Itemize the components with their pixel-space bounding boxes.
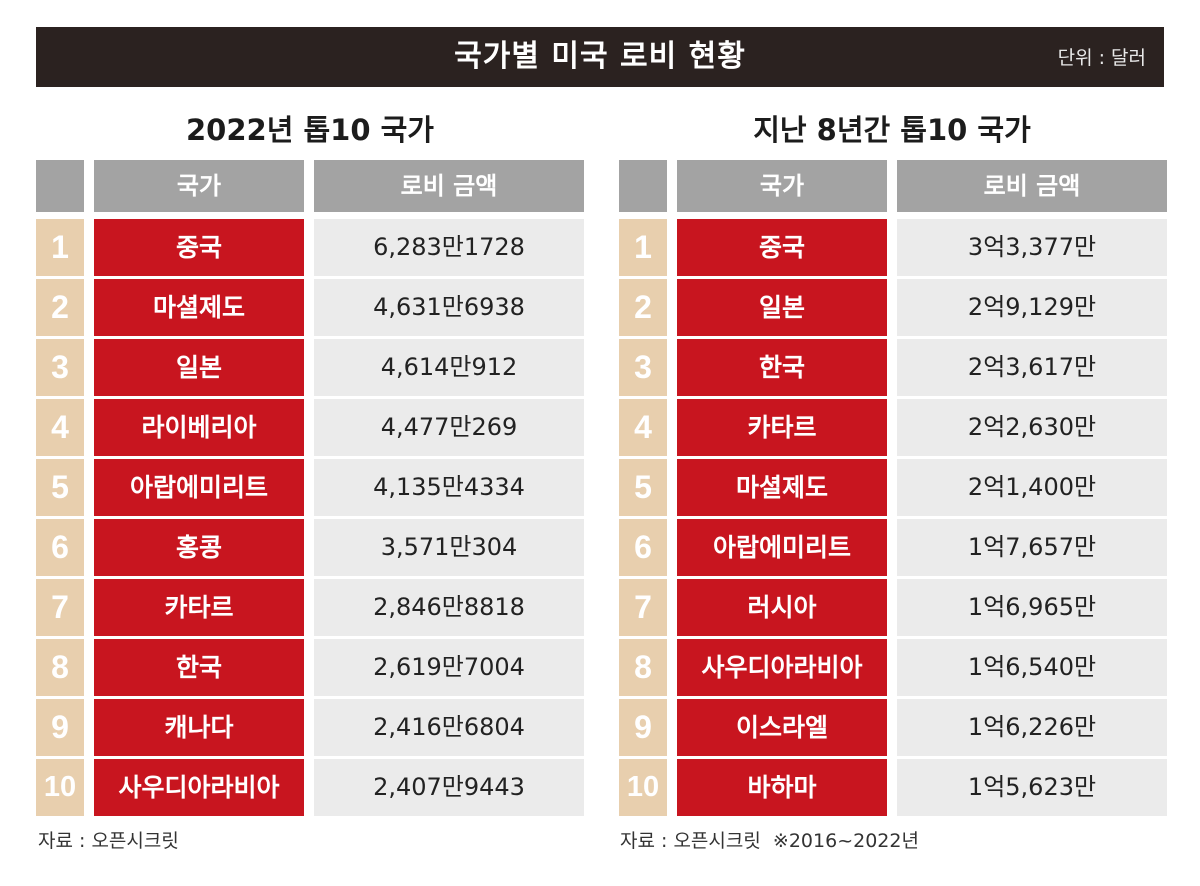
table-row: 4 카타르 2억2,630만 <box>619 399 1167 456</box>
amount-cell: 4,477만269 <box>314 399 584 456</box>
right-section-title: 지난 8년간 톱10 국가 <box>753 113 1031 147</box>
rank-cell: 10 <box>36 759 84 816</box>
table-row: 9 캐나다 2,416만6804 <box>36 699 584 756</box>
right-table: 국가 로비 금액 1 중국 3억3,377만 2 일본 2억9,129만 3 한국 2억3,61… <box>619 160 1167 820</box>
country-cell: 마셜제도 <box>677 459 887 516</box>
country-cell: 한국 <box>94 639 304 696</box>
table-row: 8 사우디아라비아 1억6,540만 <box>619 639 1167 696</box>
country-cell: 한국 <box>677 339 887 396</box>
amount-cell: 1억6,540만 <box>897 639 1167 696</box>
amount-cell: 2,416만6804 <box>314 699 584 756</box>
country-header: 국가 <box>677 160 887 212</box>
rank-cell: 3 <box>619 339 667 396</box>
table-row: 4 라이베리아 4,477만269 <box>36 399 584 456</box>
country-cell: 사우디아라비아 <box>94 759 304 816</box>
table-row: 7 카타르 2,846만8818 <box>36 579 584 636</box>
amount-cell: 2억3,617만 <box>897 339 1167 396</box>
rank-cell: 8 <box>36 639 84 696</box>
table-row: 1 중국 6,283만1728 <box>36 219 584 276</box>
table-row: 3 일본 4,614만912 <box>36 339 584 396</box>
country-cell: 중국 <box>94 219 304 276</box>
amount-cell: 2억2,630만 <box>897 399 1167 456</box>
country-cell: 일본 <box>94 339 304 396</box>
amount-cell: 1억6,965만 <box>897 579 1167 636</box>
left-table: 국가 로비 금액 1 중국 6,283만1728 2 마셜제도 4,631만6938 3 일본… <box>36 160 584 820</box>
rank-cell: 2 <box>619 279 667 336</box>
table-row: 6 홍콩 3,571만304 <box>36 519 584 576</box>
table-row: 2 일본 2억9,129만 <box>619 279 1167 336</box>
table-row: 9 이스라엘 1억6,226만 <box>619 699 1167 756</box>
country-cell: 카타르 <box>677 399 887 456</box>
rank-cell: 10 <box>619 759 667 816</box>
rank-cell: 9 <box>619 699 667 756</box>
country-cell: 이스라엘 <box>677 699 887 756</box>
right-source-note: 자료 : 오픈시크릿 ※2016~2022년 <box>620 830 919 852</box>
amount-cell: 1억7,657만 <box>897 519 1167 576</box>
amount-cell: 2억9,129만 <box>897 279 1167 336</box>
rank-cell: 5 <box>36 459 84 516</box>
table-row: 3 한국 2억3,617만 <box>619 339 1167 396</box>
rank-cell: 5 <box>619 459 667 516</box>
left-section-title: 2022년 톱10 국가 <box>186 113 434 147</box>
country-cell: 러시아 <box>677 579 887 636</box>
rank-cell: 4 <box>619 399 667 456</box>
table-row: 8 한국 2,619만7004 <box>36 639 584 696</box>
country-cell: 홍콩 <box>94 519 304 576</box>
country-cell: 사우디아라비아 <box>677 639 887 696</box>
rank-cell: 2 <box>36 279 84 336</box>
table-row: 10 바하마 1억5,623만 <box>619 759 1167 816</box>
title-banner: 국가별 미국 로비 현황 단위 : 달러 <box>36 27 1164 87</box>
table-row: 10 사우디아라비아 2,407만9443 <box>36 759 584 816</box>
rank-cell: 4 <box>36 399 84 456</box>
rank-cell: 7 <box>36 579 84 636</box>
rank-cell: 3 <box>36 339 84 396</box>
rank-header-cell <box>619 160 667 212</box>
amount-cell: 1억5,623만 <box>897 759 1167 816</box>
country-cell: 캐나다 <box>94 699 304 756</box>
country-cell: 일본 <box>677 279 887 336</box>
rank-cell: 7 <box>619 579 667 636</box>
amount-cell: 4,631만6938 <box>314 279 584 336</box>
amount-header: 로비 금액 <box>314 160 584 212</box>
amount-cell: 2억1,400만 <box>897 459 1167 516</box>
amount-cell: 1억6,226만 <box>897 699 1167 756</box>
rank-cell: 6 <box>619 519 667 576</box>
table-row: 6 아랍에미리트 1억7,657만 <box>619 519 1167 576</box>
rank-cell: 8 <box>619 639 667 696</box>
amount-cell: 2,846만8818 <box>314 579 584 636</box>
amount-cell: 4,135만4334 <box>314 459 584 516</box>
country-cell: 카타르 <box>94 579 304 636</box>
table-row: 7 러시아 1억6,965만 <box>619 579 1167 636</box>
rank-cell: 1 <box>619 219 667 276</box>
country-cell: 바하마 <box>677 759 887 816</box>
country-header: 국가 <box>94 160 304 212</box>
table-header: 국가 로비 금액 <box>36 160 584 212</box>
rank-cell: 1 <box>36 219 84 276</box>
table-row: 1 중국 3억3,377만 <box>619 219 1167 276</box>
amount-cell: 2,619만7004 <box>314 639 584 696</box>
rank-header-cell <box>36 160 84 212</box>
country-cell: 라이베리아 <box>94 399 304 456</box>
table-header: 국가 로비 금액 <box>619 160 1167 212</box>
country-cell: 중국 <box>677 219 887 276</box>
country-cell: 아랍에미리트 <box>94 459 304 516</box>
table-row: 5 아랍에미리트 4,135만4334 <box>36 459 584 516</box>
table-row: 5 마셜제도 2억1,400만 <box>619 459 1167 516</box>
amount-cell: 6,283만1728 <box>314 219 584 276</box>
amount-cell: 4,614만912 <box>314 339 584 396</box>
amount-header: 로비 금액 <box>897 160 1167 212</box>
unit-label: 단위 : 달러 <box>1057 47 1146 69</box>
page-title: 국가별 미국 로비 현황 <box>454 39 746 74</box>
amount-cell: 3,571만304 <box>314 519 584 576</box>
left-source-note: 자료 : 오픈시크릿 <box>38 830 179 852</box>
table-row: 2 마셜제도 4,631만6938 <box>36 279 584 336</box>
amount-cell: 2,407만9443 <box>314 759 584 816</box>
rank-cell: 6 <box>36 519 84 576</box>
country-cell: 마셜제도 <box>94 279 304 336</box>
country-cell: 아랍에미리트 <box>677 519 887 576</box>
rank-cell: 9 <box>36 699 84 756</box>
amount-cell: 3억3,377만 <box>897 219 1167 276</box>
